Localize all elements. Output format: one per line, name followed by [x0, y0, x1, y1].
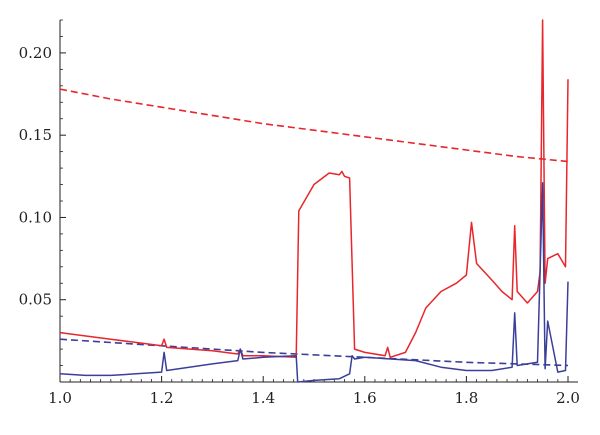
x-tick-label: 1.8 — [454, 389, 478, 407]
x-tick-label: 1.4 — [251, 389, 275, 407]
series-line-0 — [59, 88, 569, 163]
x-tick-label: 1.2 — [150, 389, 174, 407]
axes — [59, 20, 578, 383]
y-tick-label: 0.20 — [19, 44, 52, 62]
y-tick-label: 0.10 — [19, 208, 52, 226]
x-tick-label: 1.0 — [48, 389, 72, 407]
series-group — [59, 19, 569, 383]
ticks: 1.0 1.2 1.4 1.6 1.8 2.0 0.05 0.10 0.15 0.20 — [19, 19, 580, 407]
x-tick-label: 1.6 — [353, 389, 377, 407]
x-tick-label: 2.0 — [556, 389, 580, 407]
series-line-1 — [59, 338, 569, 367]
series-line-3 — [59, 182, 569, 383]
series-line-2 — [59, 19, 569, 359]
y-tick-label: 0.05 — [19, 291, 52, 309]
y-tick-label: 0.15 — [19, 126, 52, 144]
